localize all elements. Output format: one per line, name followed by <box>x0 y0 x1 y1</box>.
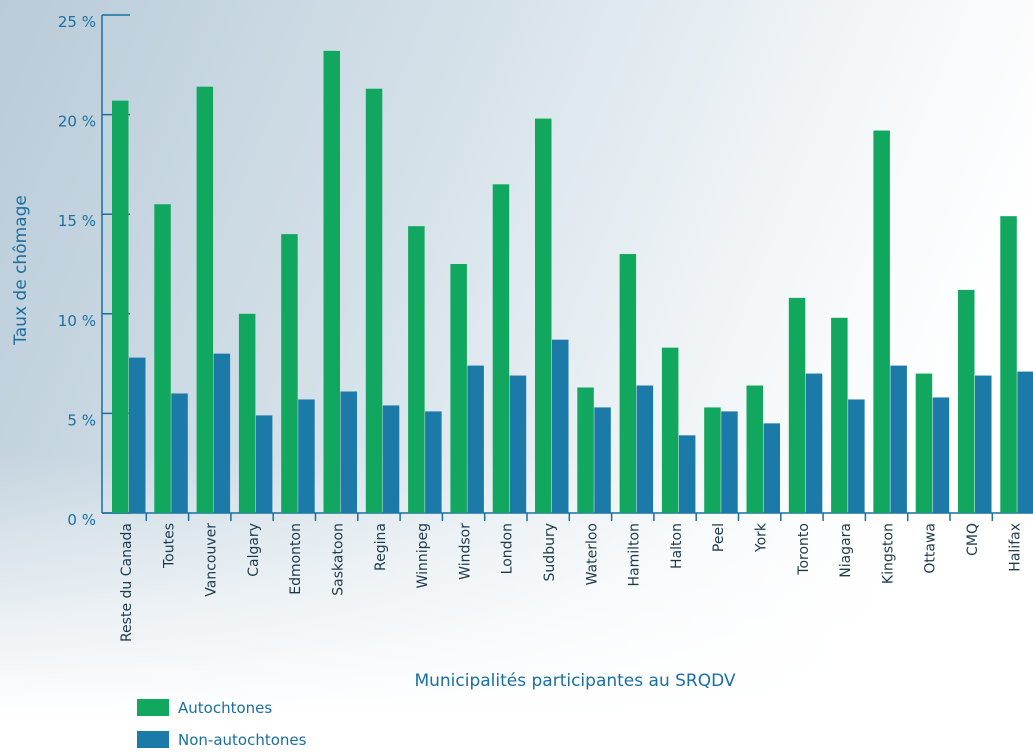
bar <box>890 365 907 513</box>
x-tick-label: Vancouver <box>204 523 220 597</box>
x-tick-label: Toronto <box>796 523 812 576</box>
y-tick-label: 20 % <box>58 113 96 131</box>
bar <box>467 365 484 513</box>
x-tick-label: Regina <box>373 523 389 571</box>
x-tick-label: Hamilton <box>627 523 643 586</box>
bar <box>788 297 806 513</box>
bar <box>932 397 950 513</box>
y-tick-label: 10 % <box>58 312 96 330</box>
bar <box>340 391 357 513</box>
y-tick-label: 0 % <box>67 511 96 529</box>
x-tick-label: Halton <box>669 523 685 569</box>
bar <box>746 385 763 513</box>
legend-swatch <box>137 731 169 748</box>
bar <box>577 387 594 513</box>
bar <box>255 415 273 513</box>
bar <box>958 289 975 513</box>
x-tick-label: Edmonton <box>288 523 304 595</box>
bar <box>112 100 129 513</box>
bar <box>873 130 890 513</box>
bar <box>298 399 315 513</box>
bar <box>1017 371 1033 513</box>
bar <box>763 423 780 513</box>
x-tick-label: Calgary <box>246 523 262 577</box>
legend-label: Autochtones <box>178 699 272 717</box>
x-tick-label: Niagara <box>838 523 854 578</box>
x-tick-label: CMQ <box>965 523 981 556</box>
x-tick-label: Waterloo <box>584 523 600 585</box>
bar <box>636 385 654 513</box>
bar <box>619 254 637 514</box>
bar <box>408 226 425 514</box>
bar <box>805 373 823 513</box>
bar <box>382 405 400 513</box>
bar <box>535 118 552 514</box>
x-tick-label: Saskatoon <box>331 523 347 596</box>
x-tick-label: Halifax <box>1007 523 1023 572</box>
x-axis-label: Municipalités participantes au SRQDV <box>414 671 735 691</box>
bar <box>154 204 171 514</box>
x-tick-label: London <box>500 523 516 574</box>
bar <box>678 435 696 513</box>
x-tick-label: Winnipeg <box>415 523 431 588</box>
x-tick-label: Peel <box>711 523 727 552</box>
bar <box>552 339 569 513</box>
x-tick-label: Ottawa <box>923 523 939 574</box>
bar <box>661 347 679 513</box>
bar <box>323 50 340 514</box>
x-tick-label: York <box>754 522 770 553</box>
bar <box>594 407 611 513</box>
bar <box>831 317 848 513</box>
x-tick-label: Reste du Canada <box>119 523 135 642</box>
bar <box>721 411 738 513</box>
y-tick-label: 15 % <box>58 212 96 230</box>
bar <box>492 184 510 513</box>
legend-label: Non-autochtones <box>178 731 307 749</box>
bar <box>425 411 442 513</box>
x-tick-label: Sudbury <box>542 523 558 581</box>
y-axis-label: Taux de chômage <box>11 195 31 346</box>
x-tick-label: Kingston <box>880 523 896 584</box>
bar <box>848 399 865 513</box>
bar <box>281 234 298 513</box>
y-tick-label: 25 % <box>58 13 96 31</box>
y-tick-label: 5 % <box>67 411 96 429</box>
bar <box>915 373 933 513</box>
bar <box>213 353 231 513</box>
bar <box>171 393 188 513</box>
bar <box>1000 216 1017 513</box>
bar <box>704 407 721 513</box>
bar <box>365 88 383 513</box>
bar <box>509 375 527 513</box>
bar <box>196 86 214 513</box>
x-tick-label: Toutes <box>161 523 177 569</box>
bar <box>129 357 146 513</box>
bar <box>238 313 256 513</box>
bar <box>975 375 992 513</box>
bar <box>450 264 467 513</box>
x-tick-label: Windsor <box>457 523 473 580</box>
legend-swatch <box>137 699 169 716</box>
